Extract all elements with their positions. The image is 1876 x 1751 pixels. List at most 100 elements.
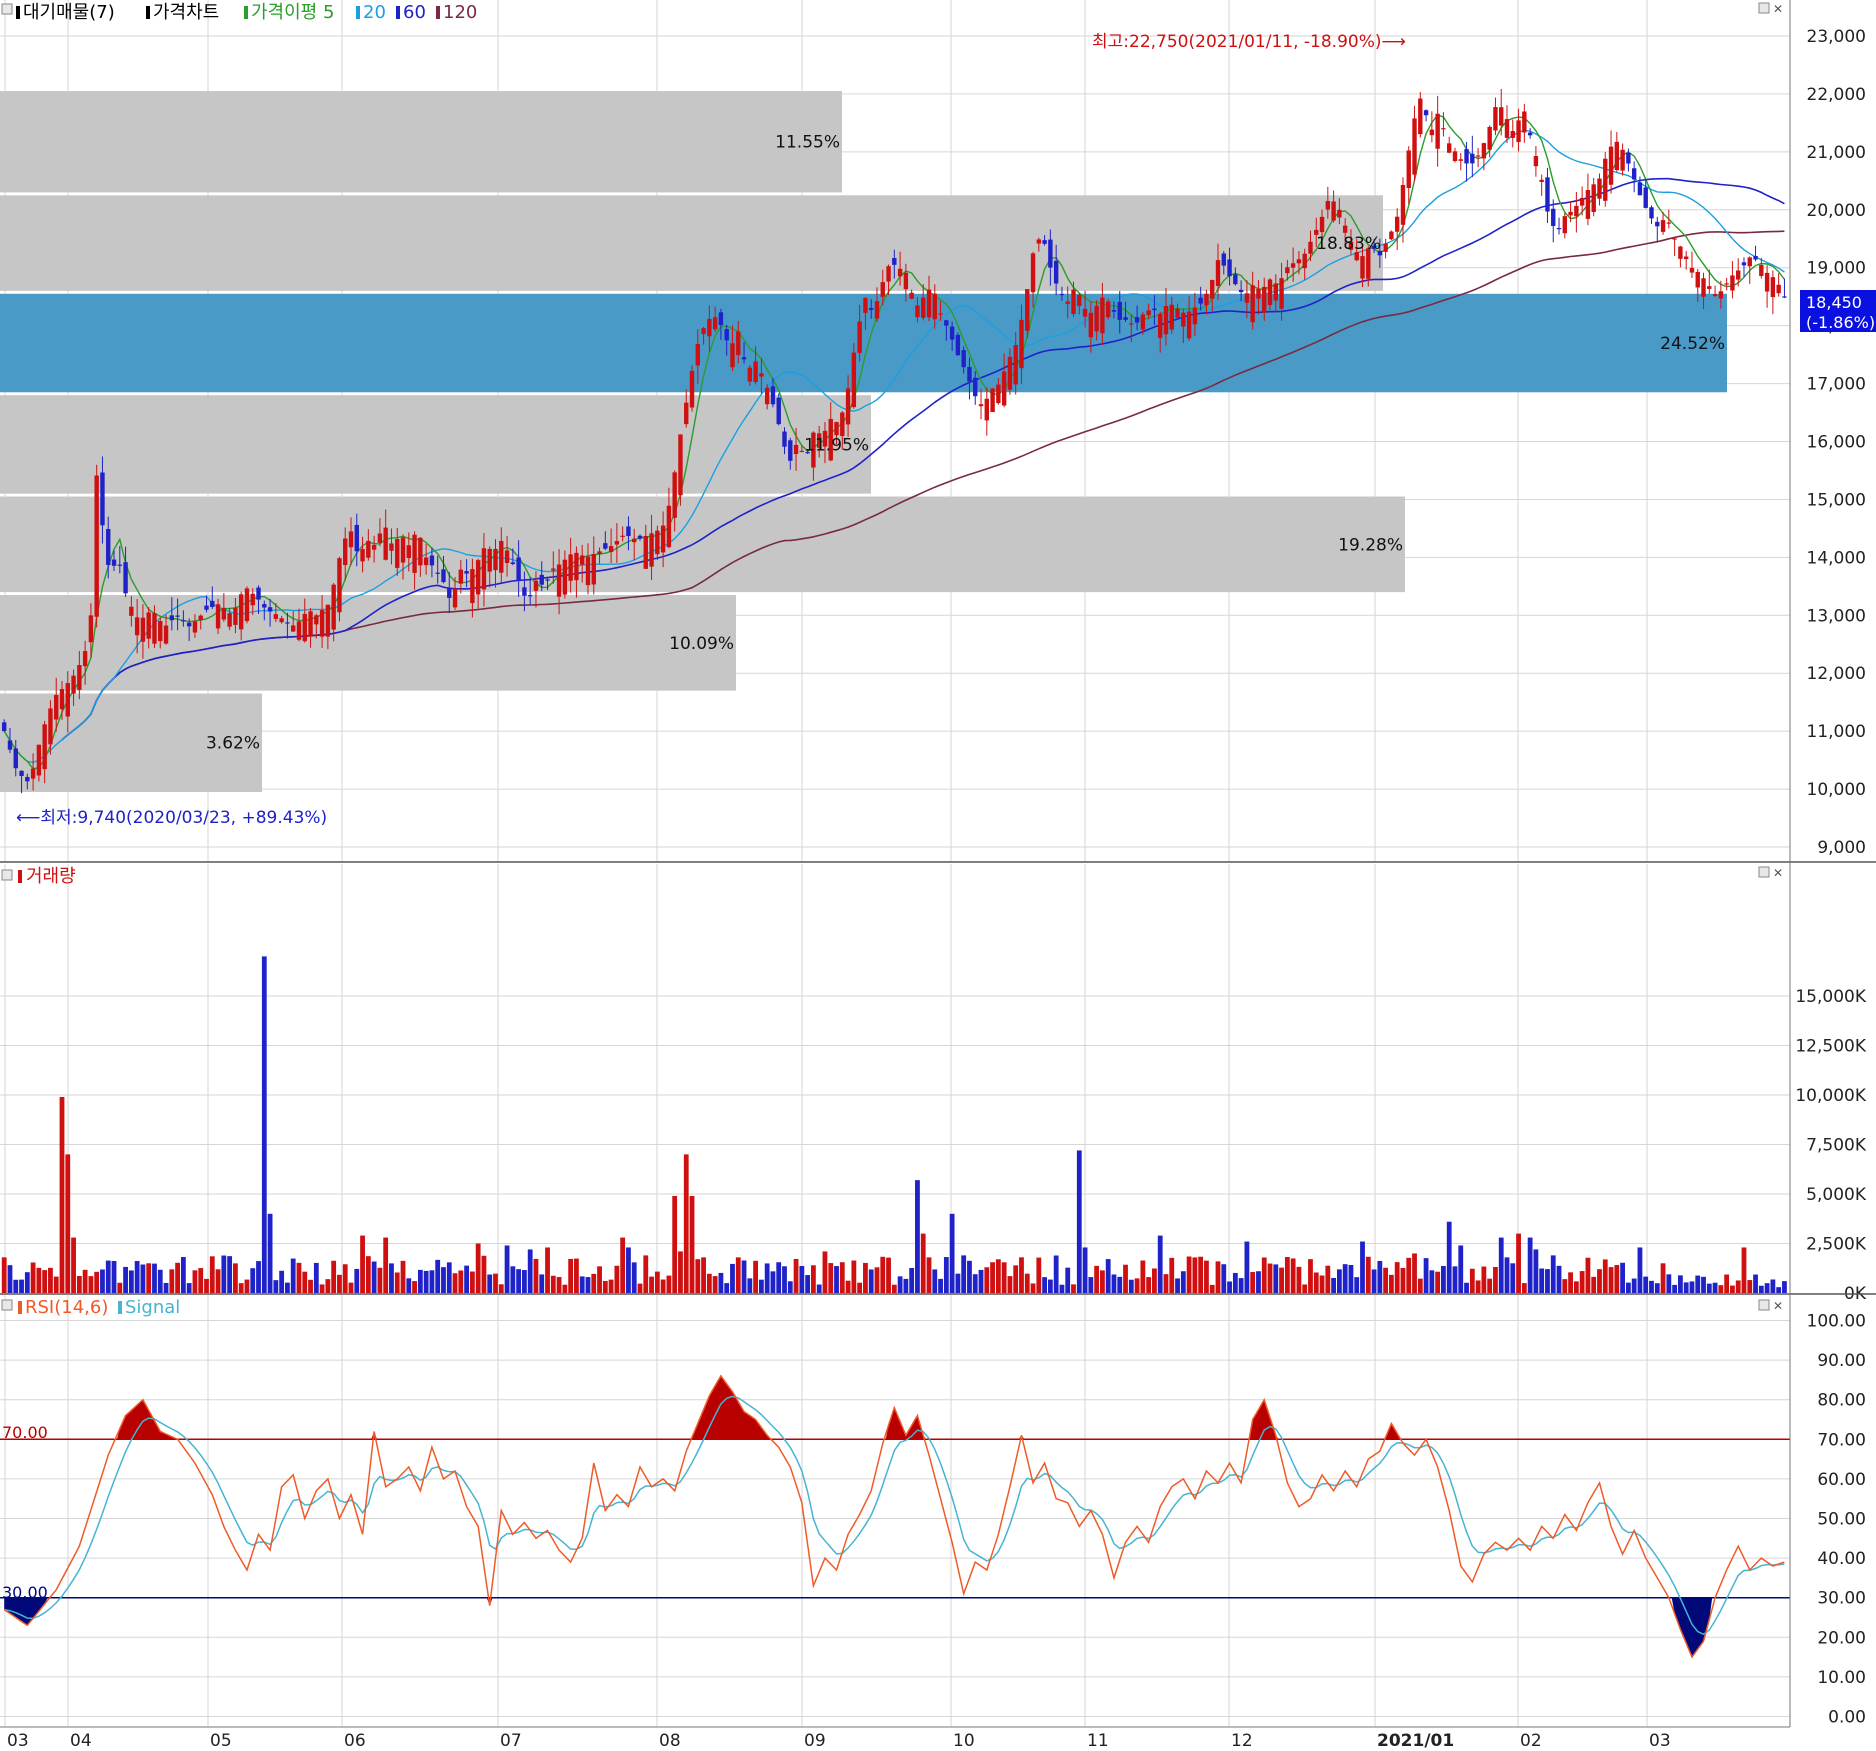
candle-body	[1146, 310, 1151, 316]
close-icon[interactable]: ✕	[1773, 866, 1783, 880]
candle-body	[499, 540, 504, 573]
volume-bar	[1140, 1260, 1146, 1293]
volume-bar	[1718, 1285, 1724, 1293]
volume-bar	[1498, 1237, 1504, 1293]
volume-bar	[1042, 1277, 1047, 1293]
volume-tick-label: 7,500K	[1806, 1136, 1867, 1156]
volume-bar	[1215, 1261, 1221, 1293]
candle-body	[724, 329, 729, 341]
supply-zone-labels: 11.55% 18.83% 24.52% 11.95% 19.28% 10.09% 3.62…	[206, 133, 1725, 754]
volume-bar	[1741, 1247, 1747, 1293]
candle-body	[238, 594, 244, 630]
candle-body	[1262, 286, 1267, 313]
volume-bar	[209, 1256, 215, 1293]
volume-bar	[1250, 1272, 1256, 1293]
volume-bar	[1602, 1259, 1608, 1293]
ma120-path	[61, 230, 1785, 741]
candle-body	[279, 618, 284, 623]
candle-body	[262, 604, 267, 608]
candle-body	[886, 266, 891, 282]
volume-bar	[1389, 1274, 1394, 1293]
volume-bar	[1585, 1257, 1591, 1293]
close-icon[interactable]: ✕	[1773, 2, 1783, 16]
volume-bar	[256, 1261, 261, 1293]
minimize-icon[interactable]	[1758, 1299, 1770, 1311]
candle-body	[1186, 311, 1192, 339]
volume-bar	[1764, 1283, 1770, 1293]
candle-body	[1267, 279, 1273, 306]
candle-body	[1042, 240, 1047, 244]
legend-label: 120	[443, 2, 477, 23]
close-icon[interactable]: ✕	[1773, 1299, 1783, 1313]
date-tick-label: 08	[659, 1731, 681, 1751]
volume-bar	[1481, 1266, 1487, 1293]
candle-body	[730, 343, 735, 368]
volume-bar	[140, 1264, 146, 1293]
candle-body	[562, 559, 568, 595]
volume-bar	[764, 1263, 770, 1293]
volume-bar	[1290, 1258, 1296, 1293]
price-panel[interactable]: 11.55% 18.83% 24.52% 11.95% 19.28% 10.09% 3.62…	[0, 0, 1876, 862]
candle-body	[1296, 259, 1302, 264]
candle-body	[343, 538, 348, 566]
volume-bar	[163, 1282, 169, 1293]
volume-panel[interactable]: 15,000K12,500K10,000K7,500K5,000K2,500K0…	[0, 864, 1867, 1304]
candle-body	[1077, 294, 1082, 306]
current-price-label: 18,450	[1806, 293, 1862, 312]
volume-bar	[1654, 1283, 1660, 1293]
candle-body	[522, 587, 527, 596]
volume-bar	[464, 1265, 469, 1293]
volume-bar	[1071, 1284, 1076, 1293]
volume-bar	[76, 1276, 82, 1293]
volume-bar	[920, 1233, 926, 1293]
candle-body	[1770, 277, 1776, 298]
candle-body	[1134, 317, 1140, 323]
minimize-icon[interactable]	[1758, 2, 1770, 14]
candle-body	[65, 683, 70, 717]
volume-bar	[1053, 1255, 1059, 1293]
volume-bar	[649, 1276, 654, 1293]
volume-bar	[1539, 1268, 1545, 1293]
candle-body	[163, 625, 169, 644]
candle-body	[1608, 146, 1614, 185]
volume-bar	[770, 1271, 776, 1293]
candle-body	[1701, 278, 1706, 297]
candle-body	[59, 689, 65, 710]
volume-bar	[1007, 1276, 1013, 1293]
candle-body	[1678, 246, 1683, 259]
volume-bar	[631, 1262, 637, 1293]
volume-bar	[1204, 1260, 1209, 1293]
candle-body	[1655, 221, 1660, 227]
candle-body	[1030, 253, 1036, 293]
volume-panel-window-buttons: ✕	[1758, 866, 1783, 880]
volume-bar	[539, 1274, 545, 1293]
volume-bar	[1672, 1284, 1678, 1293]
rsi-panel[interactable]: 100.00 90.00 80.00 70.00 60.00 50.00 40.00 30.0…	[0, 1295, 1866, 1728]
volume-bar	[995, 1259, 1001, 1293]
candle-body	[435, 572, 440, 574]
panel-menu-icon	[1, 1299, 13, 1311]
candle-body	[684, 402, 689, 425]
volume-bar	[805, 1275, 811, 1293]
supply-zone-percent: 10.09%	[669, 634, 734, 654]
candle-body	[429, 555, 435, 566]
volume-bar	[1134, 1278, 1140, 1293]
candle-body	[77, 665, 82, 690]
volume-bar	[724, 1283, 730, 1293]
volume-bar	[1117, 1276, 1123, 1293]
volume-bar	[452, 1273, 458, 1293]
volume-bar	[1706, 1283, 1712, 1293]
candle-body	[1117, 301, 1122, 320]
volume-bar	[614, 1265, 620, 1293]
volume-bar	[1157, 1235, 1163, 1293]
rsi-tick-label: 60.00	[1817, 1470, 1866, 1490]
candle-body	[990, 388, 995, 413]
price-axis: 23,00022,00021,00020,00019,00018,00017,0…	[1807, 27, 1866, 858]
legend-swatch	[16, 6, 20, 19]
legend-swatch	[18, 1301, 22, 1314]
volume-bar	[1123, 1264, 1128, 1293]
minimize-icon[interactable]	[1758, 866, 1770, 878]
volume-bar	[666, 1275, 672, 1293]
candle-body	[539, 574, 544, 585]
candle-body	[82, 651, 88, 667]
